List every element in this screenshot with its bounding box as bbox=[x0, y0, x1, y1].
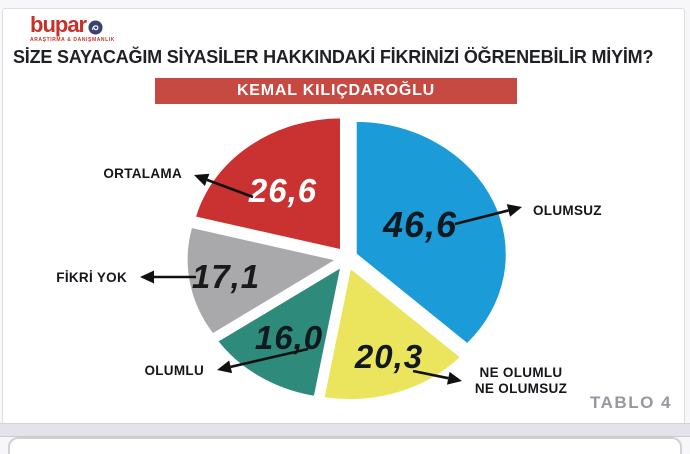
pie-label-1-line1: NE OLUMLU bbox=[480, 365, 563, 380]
pie-arrow-1 bbox=[412, 369, 449, 380]
page-divider-band bbox=[0, 423, 690, 437]
pie-label-3: FİKRİ YOK bbox=[56, 270, 127, 285]
pie-value-1: 20,3 bbox=[354, 338, 423, 375]
pie-arrow-2 bbox=[230, 347, 309, 369]
pie-label-2: OLUMLU bbox=[144, 363, 204, 378]
pie-arrowhead-2 bbox=[217, 360, 233, 374]
pie-arrow-0 bbox=[454, 209, 509, 226]
pie-slice-1 bbox=[321, 265, 464, 402]
pie-slice-0 bbox=[353, 118, 509, 347]
pie-arrow-4 bbox=[206, 178, 254, 199]
pie-label-0: OLUMSUZ bbox=[533, 203, 602, 218]
pie-arrowhead-1 bbox=[446, 371, 462, 385]
pie-arrowhead-4 bbox=[194, 173, 210, 186]
politician-name-banner: KEMAL KILIÇDAROĞLU bbox=[155, 78, 517, 104]
logo-tagline: ARAŞTIRMA & DANIŞMANLIK bbox=[30, 37, 115, 43]
pie-arrowhead-0 bbox=[506, 204, 522, 217]
pie-arrowhead-3 bbox=[140, 270, 154, 284]
pie-slice-3 bbox=[184, 224, 340, 337]
pie-value-4: 26,6 bbox=[248, 172, 317, 209]
survey-question-title: SİZE SAYACAĞIM SİYASİLER HAKKINDAKİ FİKR… bbox=[13, 47, 654, 67]
pie-label-4: ORTALAMA bbox=[103, 166, 182, 181]
next-card-edge bbox=[8, 437, 682, 454]
pie-value-3: 17,1 bbox=[192, 258, 260, 295]
pie-slice-2 bbox=[214, 264, 344, 399]
bupar-logo: bupar ARAŞTIRMA & DANIŞMANLIK bbox=[30, 12, 115, 44]
pie-value-0: 46,6 bbox=[382, 204, 457, 245]
pie-value-2: 16,0 bbox=[255, 319, 323, 356]
logo-swirl-icon bbox=[88, 19, 103, 35]
logo-wordmark: bupar bbox=[30, 12, 87, 37]
pie-slice-4 bbox=[192, 115, 343, 253]
pie-label-1-line2: NE OLUMSUZ bbox=[475, 381, 567, 396]
table-number-label: TABLO 4 bbox=[590, 393, 672, 412]
